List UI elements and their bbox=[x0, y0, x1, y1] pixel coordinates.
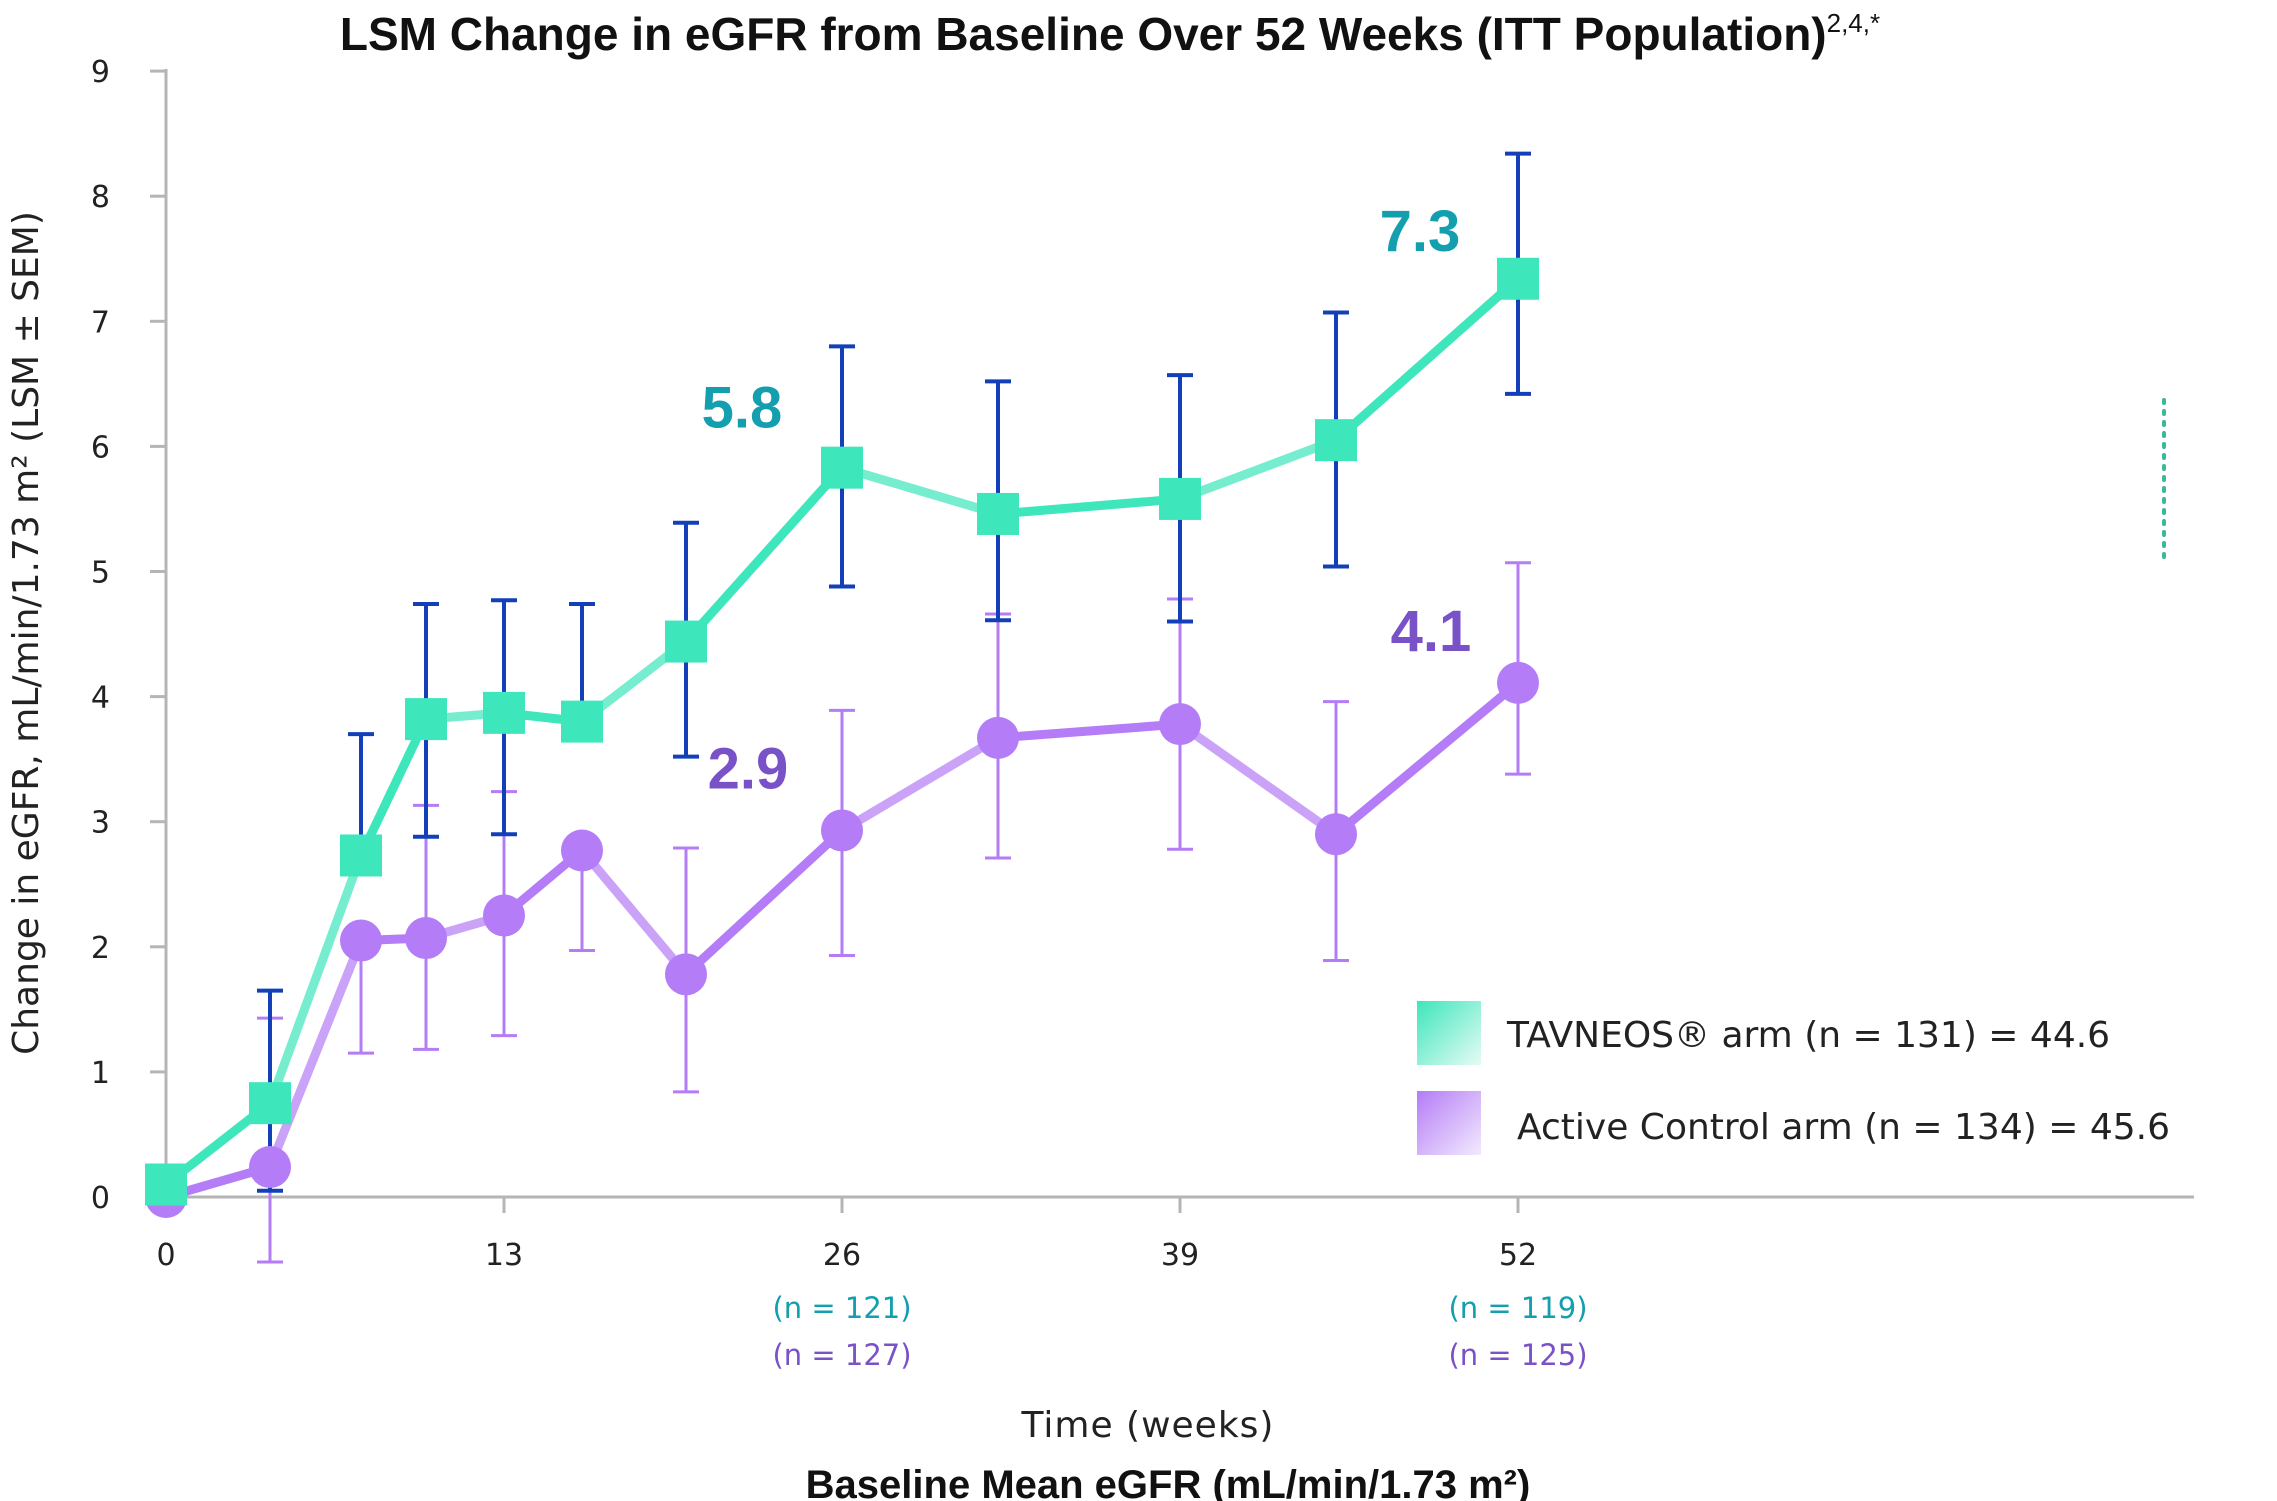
x-tick-label: 0 bbox=[156, 1238, 175, 1273]
n-label-tavneos: (n = 121) bbox=[772, 1291, 911, 1325]
x-tick-label: 13 bbox=[485, 1238, 523, 1273]
y-tick-label: 4 bbox=[91, 681, 110, 716]
data-point-tavneos bbox=[1315, 419, 1357, 462]
series-tavneos-segment bbox=[356, 714, 431, 860]
y-tick-label: 5 bbox=[91, 556, 110, 591]
data-point-tavneos bbox=[1159, 477, 1201, 520]
y-tick-label: 9 bbox=[91, 55, 110, 90]
y-tick-label: 1 bbox=[91, 1056, 110, 1091]
data-point-tavneos bbox=[977, 492, 1019, 535]
data-label-tavneos: 5.8 bbox=[702, 376, 783, 441]
series-tavneos-segment bbox=[265, 850, 366, 1108]
series-control-segment bbox=[265, 936, 366, 1172]
data-point-tavneos bbox=[1497, 257, 1539, 300]
series-tavneos-segment bbox=[837, 463, 1003, 519]
series-control-segment bbox=[681, 825, 847, 979]
data-point-control bbox=[249, 1145, 291, 1188]
chart-title-text: LSM Change in eGFR from Baseline Over 52… bbox=[340, 8, 1827, 60]
legend-label-control: Active Control arm (n = 134) = 45.6 bbox=[1517, 1107, 2170, 1148]
n-label-control: (n = 125) bbox=[1448, 1338, 1587, 1372]
legend-label-tavneos: TAVNEOS® arm (n = 131) = 44.6 bbox=[1506, 1015, 2110, 1056]
chart-title-superscript: 2,4,* bbox=[1827, 8, 1881, 38]
series-control-segment bbox=[993, 719, 1185, 743]
series-control-segment bbox=[577, 845, 691, 979]
data-point-tavneos bbox=[821, 446, 863, 489]
data-point-tavneos bbox=[665, 620, 707, 663]
data-point-control bbox=[483, 894, 525, 937]
series-tavneos-segment bbox=[1331, 274, 1523, 445]
data-point-control bbox=[665, 953, 707, 996]
data-point-tavneos bbox=[145, 1163, 187, 1206]
x-tick-label: 39 bbox=[1161, 1238, 1199, 1273]
data-label-control: 2.9 bbox=[708, 736, 789, 801]
n-label-tavneos: (n = 119) bbox=[1448, 1291, 1587, 1325]
legend-swatch-tavneos bbox=[1417, 1001, 1481, 1065]
data-point-control bbox=[1159, 703, 1201, 746]
ticks-layer: 0 1 2 3 4 5 6 7 8 9 0 13 26 39 52 bbox=[91, 55, 1537, 1273]
chart-title: LSM Change in eGFR from Baseline Over 52… bbox=[340, 8, 1880, 60]
x-tick-label: 26 bbox=[823, 1238, 861, 1273]
y-tick-label: 0 bbox=[91, 1181, 110, 1216]
n-label-control: (n = 127) bbox=[772, 1338, 911, 1372]
y-tick-label: 8 bbox=[91, 180, 110, 215]
y-axis-label: Change in eGFR, mL/min/1.73 m² (LSM ± SE… bbox=[6, 211, 47, 1055]
data-point-tavneos bbox=[405, 698, 447, 741]
data-point-tavneos bbox=[483, 691, 525, 734]
baseline-mean-label: Baseline Mean eGFR (mL/min/1.73 m²) bbox=[806, 1463, 1531, 1501]
data-label-control: 4.1 bbox=[1391, 599, 1472, 664]
data-point-control bbox=[1315, 813, 1357, 856]
y-tick-label: 7 bbox=[91, 305, 110, 340]
series-tavneos-segment bbox=[993, 494, 1185, 519]
y-tick-label: 6 bbox=[91, 430, 110, 465]
data-point-control bbox=[561, 829, 603, 872]
legend-swatch-control bbox=[1417, 1091, 1481, 1155]
series-tavneos-segment bbox=[1175, 435, 1341, 504]
series-control-segment bbox=[1175, 719, 1341, 839]
data-point-control bbox=[340, 919, 382, 962]
data-point-tavneos bbox=[249, 1082, 291, 1125]
x-axis-label: Time (weeks) bbox=[1021, 1405, 1275, 1446]
data-point-control bbox=[821, 809, 863, 852]
legend: TAVNEOS® arm (n = 131) = 44.6 Active Con… bbox=[1417, 1001, 2170, 1155]
x-tick-label: 52 bbox=[1499, 1238, 1537, 1273]
y-tick-label: 2 bbox=[91, 931, 110, 966]
n-labels-layer: (n = 121) (n = 127) (n = 119) (n = 125) bbox=[772, 1291, 1587, 1372]
series-tavneos-segment bbox=[681, 463, 847, 647]
series-control-segment bbox=[1331, 678, 1523, 839]
y-tick-label: 3 bbox=[91, 806, 110, 841]
data-point-control bbox=[405, 917, 447, 960]
data-point-control bbox=[1497, 661, 1539, 704]
data-label-tavneos: 7.3 bbox=[1380, 199, 1461, 264]
data-labels-layer: 5.8 7.3 2.9 4.1 bbox=[702, 199, 1472, 802]
data-point-tavneos bbox=[561, 700, 603, 743]
series-control-segment bbox=[837, 733, 1003, 835]
series-layer bbox=[145, 151, 1539, 1264]
data-point-tavneos bbox=[340, 834, 382, 877]
data-point-control bbox=[977, 716, 1019, 759]
